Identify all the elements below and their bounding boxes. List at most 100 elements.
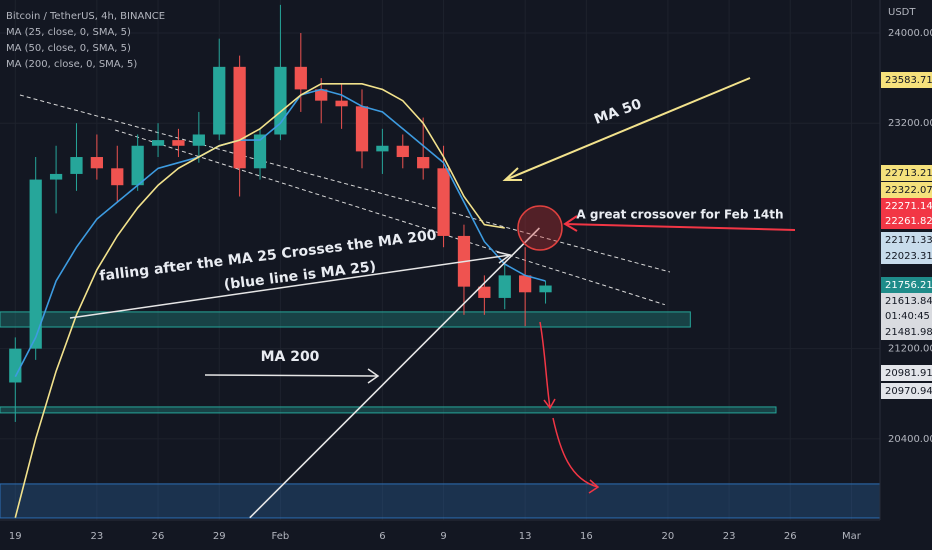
price-label-box [881, 293, 932, 309]
candle-body [417, 157, 430, 169]
price-label-box [881, 383, 932, 399]
x-tick-label: 20 [662, 531, 675, 542]
red-curve-2 [552, 417, 599, 488]
annotation: A great crossover for Feb 14th [576, 208, 783, 222]
red-curve-1-head [543, 398, 556, 410]
price-label-box [881, 308, 932, 324]
candle-body [49, 173, 63, 180]
axis-labels: 24000.00 23200.00 21200.00 20400.00 19 23 26 29… [9, 28, 932, 542]
trendlines [19, 94, 671, 306]
candle-body [335, 100, 348, 107]
crossover-circle [517, 205, 563, 251]
price-label: 21756.21 [885, 280, 932, 291]
candle-body [233, 66, 246, 169]
candle-body [519, 275, 532, 293]
price-label: 23583.71 [885, 75, 932, 86]
x-tick-label: 16 [580, 531, 593, 542]
price-label: 22261.82 [885, 216, 932, 227]
x-tick-label: 29 [213, 531, 226, 542]
moving-averages [14, 83, 546, 519]
time-axis [0, 520, 932, 550]
candle-body [213, 66, 226, 135]
crossover-arrowhead [563, 215, 578, 232]
candle-body [90, 157, 103, 169]
price-label-box [881, 198, 932, 214]
price-label: 20970.94 [885, 386, 932, 397]
ma-line [14, 83, 505, 518]
candle-body [111, 168, 124, 186]
x-tick-label: Feb [272, 531, 290, 542]
x-tick-label: 26 [784, 531, 797, 542]
y-tick-label: 20400.00 [888, 434, 932, 445]
price-label: 22023.31 [885, 251, 932, 262]
price-axis [880, 0, 932, 550]
candle-body [192, 134, 205, 146]
candle-body [315, 89, 328, 101]
candle-body [478, 286, 491, 298]
price-label-box [881, 365, 932, 381]
candle-body [355, 106, 369, 152]
trendline [19, 94, 671, 273]
candle-body [437, 168, 450, 236]
candle-body [294, 66, 307, 90]
price-label-box [881, 72, 932, 88]
price-zone [0, 311, 691, 328]
legend-symbol: Bitcoin / TetherUS, 4h, BINANCE [6, 11, 165, 22]
candle-body [498, 275, 511, 298]
zones [0, 311, 881, 519]
price-label: 21613.84 [885, 296, 932, 307]
price-label: 22713.21 [885, 168, 932, 179]
candle-body [131, 145, 144, 186]
price-label: 20981.91 [885, 368, 932, 379]
ma-line [249, 227, 540, 519]
axis-unit: USDT [888, 7, 916, 18]
red-curve-2-head [588, 479, 600, 494]
legend-ma25: MA (25, close, 0, SMA, 5) [6, 27, 131, 38]
x-tick-label: 23 [91, 531, 104, 542]
price-label-box [881, 248, 932, 264]
price-label: 21481.98 [885, 327, 932, 338]
ma50-arrow [504, 77, 751, 181]
price-zone [0, 406, 777, 414]
annotation: MA 200 [261, 349, 320, 365]
x-tick-label: 26 [152, 531, 165, 542]
ma50-arrowhead [502, 167, 522, 181]
legend-ma50: MA (50, close, 0, SMA, 5) [6, 43, 131, 54]
ma-line [14, 88, 546, 378]
price-label-box [881, 165, 932, 181]
price-label-box [881, 277, 932, 293]
x-tick-label: 6 [379, 531, 385, 542]
crossover-arrow [564, 223, 796, 231]
ma200-arrow [204, 374, 379, 377]
price-labels: 23583.71 22713.21 22322.07 22271.14 22261.82… [881, 72, 932, 399]
candle-body [9, 348, 22, 383]
x-tick-label: 19 [9, 531, 22, 542]
drawings [69, 77, 796, 494]
x-tick-label: 9 [440, 531, 446, 542]
candle-body [70, 157, 83, 174]
red-curve-1 [539, 321, 551, 409]
price-label-box [881, 182, 932, 198]
legend: Bitcoin / TetherUS, 4h, BINANCE MA (25, … [6, 11, 165, 70]
legend-ma200: MA (200, close, 0, SMA, 5) [6, 59, 137, 70]
ma200-arrowhead [367, 368, 380, 384]
price-label-box [881, 232, 932, 248]
candles [9, 4, 552, 422]
price-label: 22322.07 [885, 185, 932, 196]
y-tick-label: 24000.00 [888, 28, 932, 39]
price-label-box [881, 213, 932, 229]
price-label: 22171.33 [885, 235, 932, 246]
price-label: 01:40:45 [885, 311, 930, 322]
x-tick-label: 13 [519, 531, 532, 542]
price-label: 22271.14 [885, 201, 932, 212]
x-tick-label: Mar [842, 531, 862, 542]
candle-body [253, 134, 267, 169]
falling-arrowhead [496, 251, 512, 264]
falling-arrow [69, 254, 511, 319]
candle-body [151, 140, 165, 146]
y-tick-label: 23200.00 [888, 118, 932, 129]
candle-body [274, 66, 287, 135]
candle-body [172, 140, 185, 146]
candle-body [376, 145, 389, 152]
